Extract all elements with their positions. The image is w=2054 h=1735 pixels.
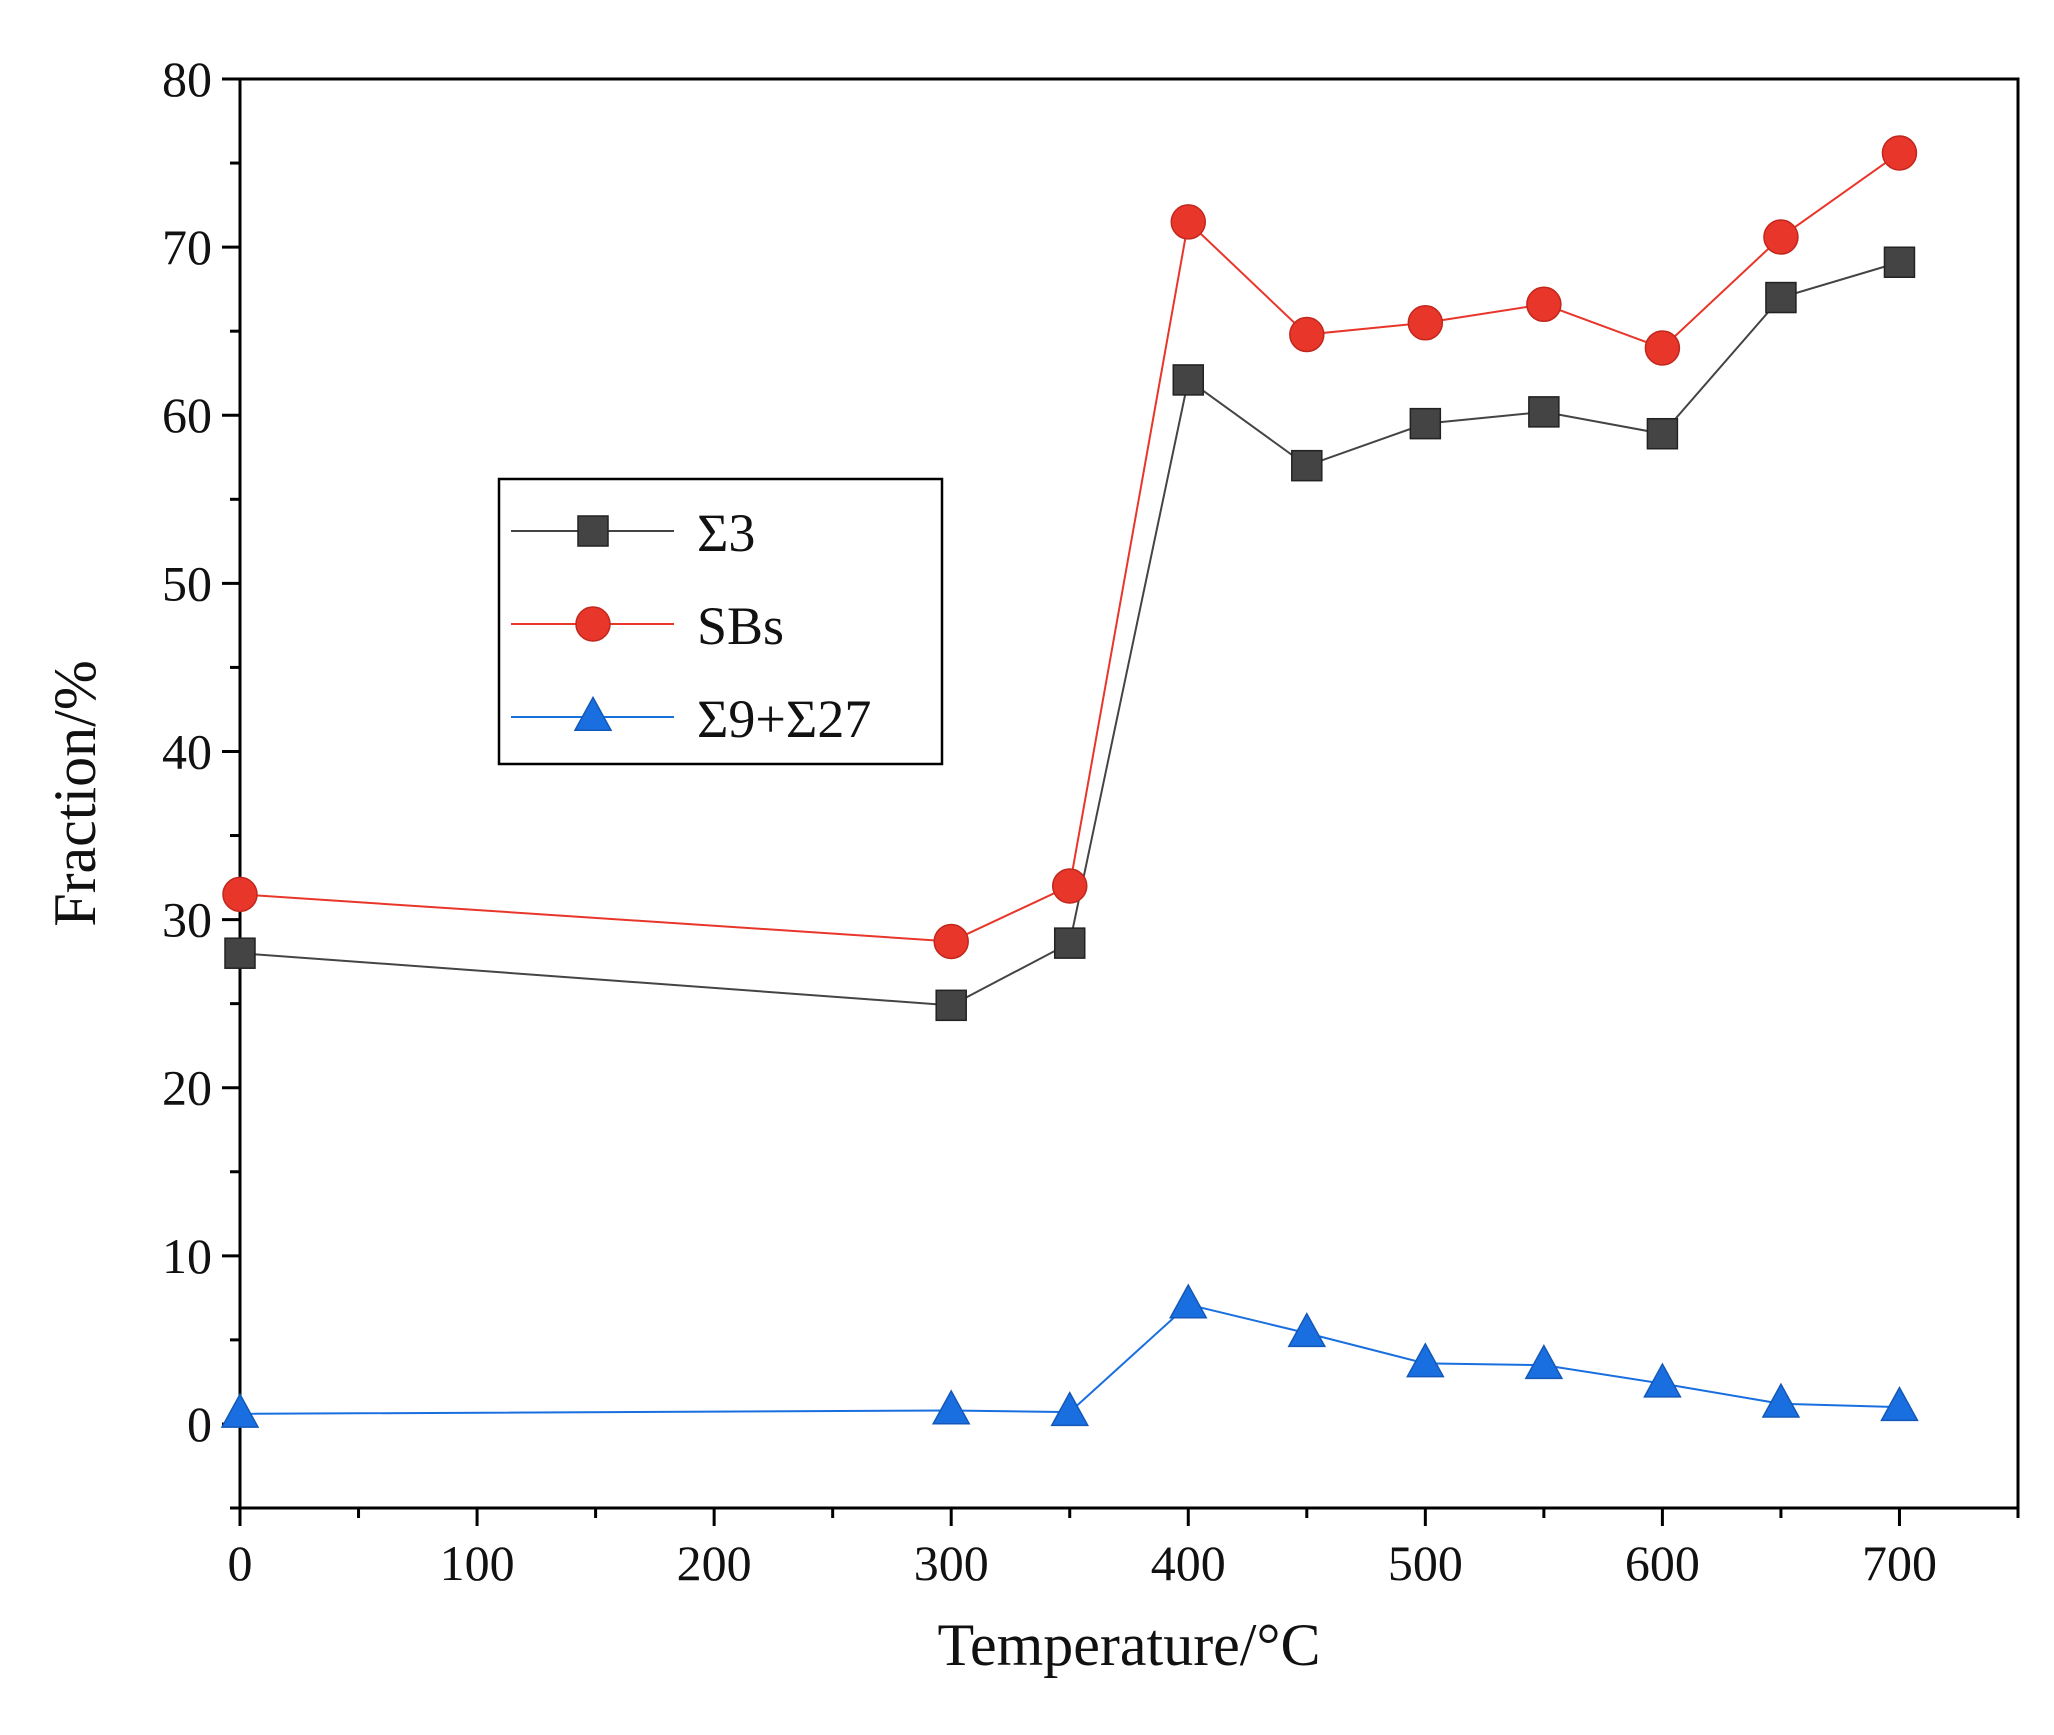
- line-chart: 0 100 200 300 400 500 600 70001020304050607080 …: [0, 0, 2054, 1735]
- data-point-circle: [1527, 287, 1561, 321]
- y-tick-label: 10: [162, 1228, 212, 1284]
- x-tick-label: 200: [677, 1535, 752, 1591]
- y-tick-label: 60: [162, 387, 212, 443]
- data-point-triangle: [1881, 1388, 1917, 1421]
- data-point-circle: [1408, 306, 1442, 340]
- legend-marker-circle: [576, 607, 610, 641]
- legend-label: SBs: [697, 596, 784, 656]
- data-point-circle: [1645, 331, 1679, 365]
- legend: Σ3 SBs Σ9+Σ27: [499, 479, 942, 764]
- data-point-square: [1529, 397, 1559, 427]
- data-point-square: [936, 990, 966, 1020]
- x-tick-label: 400: [1151, 1535, 1226, 1591]
- plot-frame: [240, 79, 2018, 1508]
- legend-label: Σ9+Σ27: [697, 689, 871, 749]
- data-point-square: [1292, 451, 1322, 481]
- data-point-circle: [1290, 318, 1324, 352]
- y-tick-label: 20: [162, 1060, 212, 1116]
- y-tick-label: 0: [187, 1396, 212, 1452]
- series-markers: [222, 136, 1917, 1427]
- y-tick-label: 70: [162, 219, 212, 275]
- data-point-square: [1766, 283, 1796, 313]
- x-tick-label: 500: [1388, 1535, 1463, 1591]
- data-point-circle: [1053, 869, 1087, 903]
- data-point-triangle: [1170, 1285, 1206, 1318]
- x-axis-title: Temperature/°C: [938, 1612, 1321, 1678]
- y-tick-label: 40: [162, 723, 212, 779]
- data-point-square: [1173, 365, 1203, 395]
- data-point-triangle: [222, 1394, 258, 1427]
- x-tick-label: 100: [440, 1535, 515, 1591]
- x-tick-label: 600: [1625, 1535, 1700, 1591]
- data-point-circle: [1764, 220, 1798, 254]
- data-point-triangle: [1052, 1393, 1088, 1426]
- data-point-square: [1647, 419, 1677, 449]
- y-axis-title: Fraction/%: [42, 660, 108, 927]
- data-point-square: [225, 938, 255, 968]
- x-tick-label: 700: [1862, 1535, 1937, 1591]
- y-tick-label: 80: [162, 51, 212, 107]
- data-point-triangle: [1644, 1364, 1680, 1397]
- axes: 0 100 200 300 400 500 600 700 0 10 20 30 40 50 60 70 80: [162, 51, 2018, 1591]
- data-point-triangle: [1526, 1346, 1562, 1379]
- data-point-circle: [1882, 136, 1916, 170]
- legend-marker-square: [578, 516, 608, 546]
- x-tick-label: 0: [228, 1535, 253, 1591]
- data-point-square: [1410, 409, 1440, 439]
- y-tick-label: 50: [162, 555, 212, 611]
- data-point-square: [1055, 928, 1085, 958]
- data-point-circle: [223, 877, 257, 911]
- legend-label: Σ3: [697, 503, 755, 563]
- data-point-circle: [934, 924, 968, 958]
- data-point-square: [1884, 247, 1914, 277]
- data-point-triangle: [933, 1391, 969, 1424]
- series-line-1: [240, 153, 1899, 941]
- y-tick-label: 30: [162, 892, 212, 948]
- data-point-circle: [1171, 205, 1205, 239]
- x-tick-label: 300: [914, 1535, 989, 1591]
